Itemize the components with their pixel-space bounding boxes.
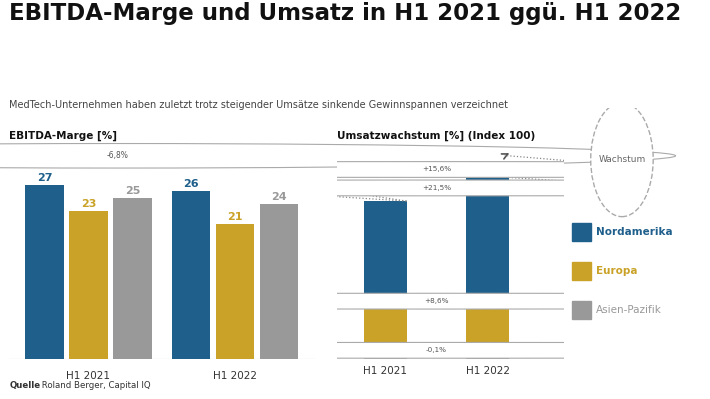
Circle shape: [0, 180, 710, 196]
Text: H1 2021: H1 2021: [67, 371, 111, 381]
Text: Europa: Europa: [596, 266, 638, 276]
Text: Quelle: Quelle: [9, 381, 40, 390]
Text: MedTech-Unternehmen haben zuletzt trotz steigender Umsätze sinkende Gewinnspanne: MedTech-Unternehmen haben zuletzt trotz …: [9, 100, 508, 110]
Circle shape: [0, 144, 676, 168]
Text: H1 2022: H1 2022: [466, 366, 510, 376]
Bar: [572, 223, 591, 241]
Bar: [466, 299, 510, 350]
Text: 27: 27: [37, 173, 53, 183]
Bar: [466, 350, 510, 359]
Bar: [114, 198, 152, 359]
Text: 24: 24: [271, 192, 287, 202]
Bar: [364, 350, 407, 359]
Circle shape: [0, 293, 710, 309]
Bar: [26, 185, 63, 359]
Bar: [364, 201, 407, 303]
Text: H1 2022: H1 2022: [213, 371, 257, 381]
Text: 25: 25: [125, 186, 140, 196]
Bar: [261, 204, 298, 359]
Circle shape: [0, 162, 710, 178]
Text: EBITDA-Marge [%]: EBITDA-Marge [%]: [9, 131, 117, 141]
Bar: [572, 301, 591, 319]
Bar: [572, 262, 591, 280]
Text: H1 2021: H1 2021: [363, 366, 407, 376]
Text: Nordamerika: Nordamerika: [596, 227, 673, 237]
Text: -6,8%: -6,8%: [107, 151, 129, 160]
Text: +21,5%: +21,5%: [422, 185, 451, 191]
Text: Roland Berger, Capital IQ: Roland Berger, Capital IQ: [39, 381, 151, 390]
Bar: [70, 211, 108, 359]
Text: 21: 21: [227, 211, 243, 221]
Bar: [466, 175, 510, 299]
Text: Asien-Pazifik: Asien-Pazifik: [596, 305, 662, 315]
Circle shape: [0, 342, 710, 358]
Text: +15,6%: +15,6%: [422, 166, 451, 172]
Text: 26: 26: [183, 179, 199, 190]
Text: EBITDA-Marge und Umsatz in H1 2021 ggü. H1 2022: EBITDA-Marge und Umsatz in H1 2021 ggü. …: [9, 2, 682, 25]
Text: +8,6%: +8,6%: [425, 298, 449, 304]
Text: Umsatzwachstum [%] (Index 100): Umsatzwachstum [%] (Index 100): [337, 131, 535, 141]
Circle shape: [591, 103, 653, 217]
Text: Wachstum: Wachstum: [599, 155, 645, 164]
Bar: [172, 191, 210, 359]
Text: 23: 23: [81, 199, 96, 209]
Bar: [216, 223, 254, 359]
Text: -0,1%: -0,1%: [426, 347, 447, 354]
Bar: [364, 303, 407, 350]
